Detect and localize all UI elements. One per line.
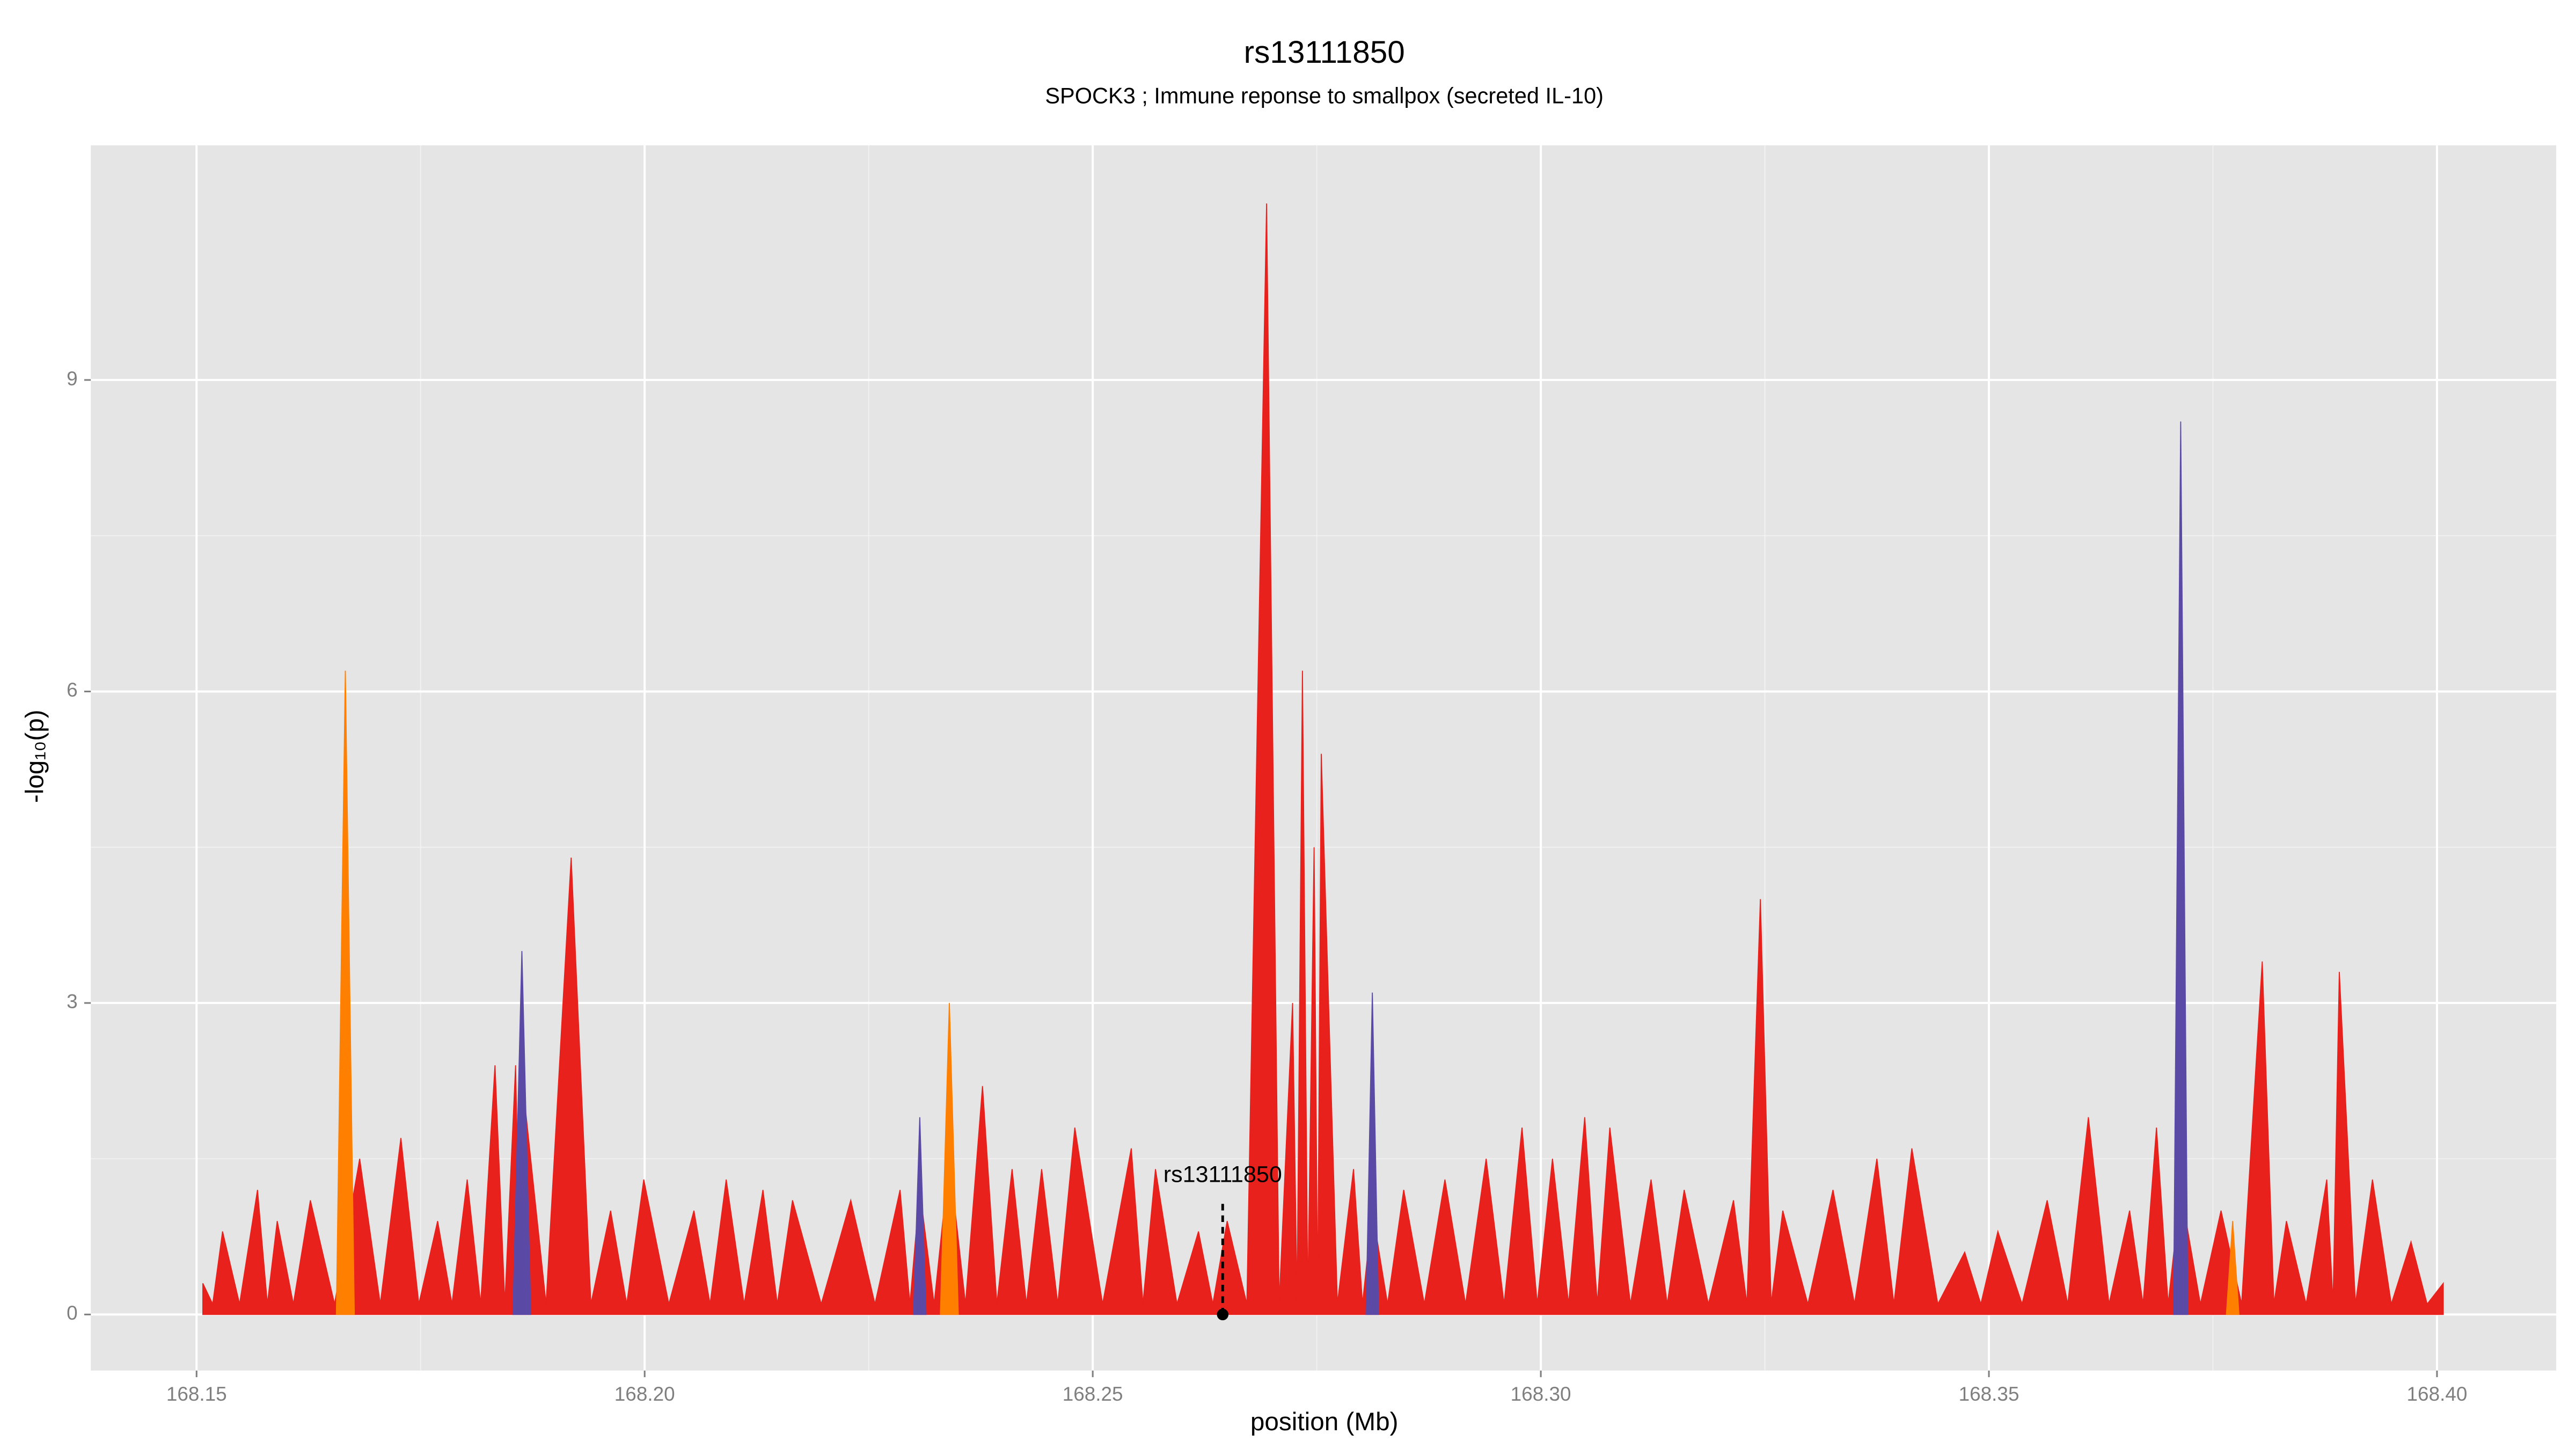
area bbox=[335, 670, 355, 1315]
y-tick-label: 6 bbox=[67, 679, 78, 701]
y-tick-label: 9 bbox=[67, 368, 78, 390]
areas bbox=[202, 203, 2444, 1315]
x-tick-label: 168.30 bbox=[1511, 1383, 1571, 1405]
annotation-point bbox=[1217, 1308, 1229, 1321]
x-tick-label: 168.35 bbox=[1959, 1383, 2019, 1405]
x-tick-label: 168.20 bbox=[614, 1383, 675, 1405]
chart-subtitle: SPOCK3 ; Immune reponse to smallpox (sec… bbox=[1045, 83, 1604, 108]
y-tick-label: 3 bbox=[67, 991, 78, 1013]
area bbox=[2173, 421, 2189, 1315]
area bbox=[940, 1002, 959, 1315]
chart-title: rs13111850 bbox=[1244, 35, 1405, 70]
area bbox=[1365, 992, 1379, 1315]
x-tick-label: 168.25 bbox=[1063, 1383, 1123, 1405]
x-tick-label: 168.40 bbox=[2407, 1383, 2468, 1405]
axes: 168.15 168.20 168.25 168.30 168.35 168.40 0 3 6 9… bbox=[67, 368, 2467, 1405]
annotation-label: rs13111850 bbox=[1163, 1161, 1282, 1187]
area bbox=[913, 1117, 927, 1315]
area bbox=[512, 951, 532, 1315]
x-tick-label: 168.15 bbox=[166, 1383, 227, 1405]
y-tick-label: 0 bbox=[67, 1302, 78, 1324]
area bbox=[2226, 1221, 2240, 1315]
x-axis-label: position (Mb) bbox=[1250, 1408, 1399, 1436]
y-axis-label: -log₁₀(p) bbox=[20, 709, 49, 803]
